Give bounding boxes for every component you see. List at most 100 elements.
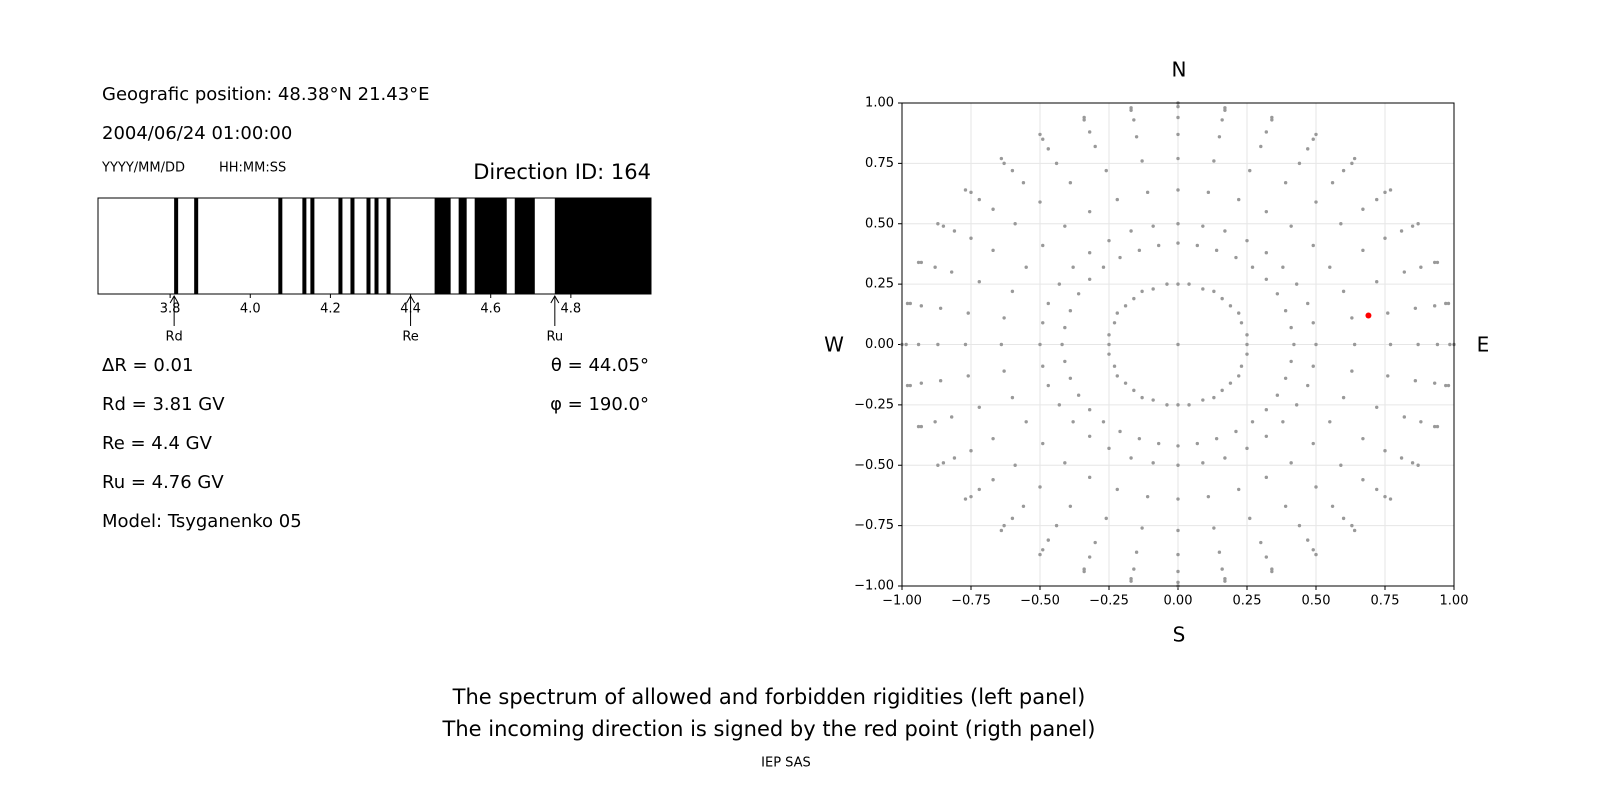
sky-point xyxy=(1112,364,1117,368)
sky-point xyxy=(933,265,937,269)
sky-point xyxy=(1239,364,1244,368)
sky-point xyxy=(1212,159,1216,163)
sky-point xyxy=(1041,364,1045,368)
sky-point xyxy=(1176,115,1180,120)
sky-point xyxy=(1063,325,1067,330)
sky-point xyxy=(1306,301,1310,306)
sky-point xyxy=(966,374,970,378)
sky-point xyxy=(904,342,908,347)
sky-point xyxy=(1068,504,1073,509)
sky-point xyxy=(933,420,937,424)
sky-point xyxy=(1416,342,1420,347)
caption-line: The incoming direction is signed by the … xyxy=(442,717,1096,741)
sky-point xyxy=(1375,487,1379,492)
sky-point xyxy=(1140,526,1144,530)
sky-point xyxy=(1046,147,1050,151)
sky-point xyxy=(1010,516,1015,521)
sky-point xyxy=(1311,137,1315,141)
sky-point xyxy=(1082,569,1086,574)
sky-point xyxy=(963,497,968,501)
sky-point xyxy=(1087,555,1092,559)
sky-point xyxy=(1195,243,1200,248)
sky-point xyxy=(1361,248,1365,253)
sky-point xyxy=(1234,255,1238,260)
sky-point xyxy=(1314,132,1318,137)
sky-point xyxy=(1339,463,1343,467)
compass-w: W xyxy=(824,333,844,357)
marker-arrowhead xyxy=(550,294,560,304)
forbidden-band xyxy=(174,198,179,294)
sky-point xyxy=(1270,115,1274,120)
sky-point xyxy=(1038,552,1042,557)
sky-point xyxy=(936,222,940,226)
sky-point xyxy=(1297,523,1302,528)
sky-point xyxy=(1187,403,1191,407)
sky-point xyxy=(1352,156,1357,161)
sky-point xyxy=(952,456,957,460)
sky-point xyxy=(1137,436,1142,441)
sky-point xyxy=(1140,159,1144,163)
sky-point xyxy=(1399,456,1404,460)
sky-point xyxy=(1248,168,1252,173)
sky-point xyxy=(1082,115,1086,120)
sky-point xyxy=(1352,528,1357,533)
sky-point xyxy=(1107,333,1111,337)
sky-point xyxy=(1134,550,1139,554)
sky-point xyxy=(1101,420,1106,424)
sky-point xyxy=(1104,168,1108,173)
sky-point xyxy=(1002,369,1006,373)
sky-point xyxy=(1145,190,1150,195)
sky-point xyxy=(991,207,995,211)
sky-point xyxy=(1024,265,1028,269)
x-tick-label: 0.00 xyxy=(1164,594,1193,609)
direction-id: Direction ID: 164 xyxy=(473,160,651,184)
sky-point xyxy=(905,383,910,388)
sky-point xyxy=(905,301,910,306)
sky-point xyxy=(1270,567,1274,571)
sky-point xyxy=(1306,147,1310,151)
sky-point xyxy=(1115,374,1119,378)
sky-point xyxy=(969,190,973,195)
sky-point xyxy=(1115,487,1119,492)
sky-point xyxy=(1176,342,1180,347)
sky-point xyxy=(1264,130,1269,134)
sky-point xyxy=(1314,485,1318,489)
sky-point xyxy=(1432,381,1437,385)
sky-point xyxy=(1289,461,1293,465)
sky-point xyxy=(1416,463,1420,467)
sky-point xyxy=(1361,436,1365,441)
sky-point xyxy=(916,342,921,347)
sky-point xyxy=(1010,395,1015,400)
sky-point xyxy=(1176,463,1180,467)
sky-point xyxy=(1107,342,1111,347)
sky-point xyxy=(1002,523,1006,528)
x-tick-label: 1.00 xyxy=(1440,594,1469,609)
sky-point xyxy=(1041,137,1045,141)
sky-point xyxy=(1087,209,1092,214)
sky-point xyxy=(1311,441,1315,446)
sky-point xyxy=(1283,308,1288,313)
sky-point xyxy=(991,436,995,441)
sky-point xyxy=(1176,132,1180,137)
sky-point xyxy=(1176,241,1180,245)
sky-point xyxy=(938,306,943,310)
sky-point xyxy=(1201,224,1205,228)
sky-point xyxy=(1021,180,1026,185)
sky-point xyxy=(1129,577,1133,581)
sky-point xyxy=(1223,229,1227,233)
compass-n: N xyxy=(1172,58,1187,82)
sky-point xyxy=(1399,229,1404,233)
sky-point xyxy=(969,236,973,240)
sky-point xyxy=(1281,420,1285,424)
sky-point xyxy=(1132,118,1136,122)
sky-point xyxy=(1341,395,1346,400)
sky-point xyxy=(1217,135,1222,139)
sky-point xyxy=(1361,478,1365,482)
plot-frame xyxy=(901,102,1455,587)
sky-point xyxy=(1383,449,1387,453)
x-tick-label: 3.8 xyxy=(160,302,181,317)
sky-point xyxy=(1413,306,1418,310)
x-tick-label: 0.75 xyxy=(1371,594,1400,609)
sky-point xyxy=(1383,190,1387,195)
sky-point xyxy=(941,224,946,228)
